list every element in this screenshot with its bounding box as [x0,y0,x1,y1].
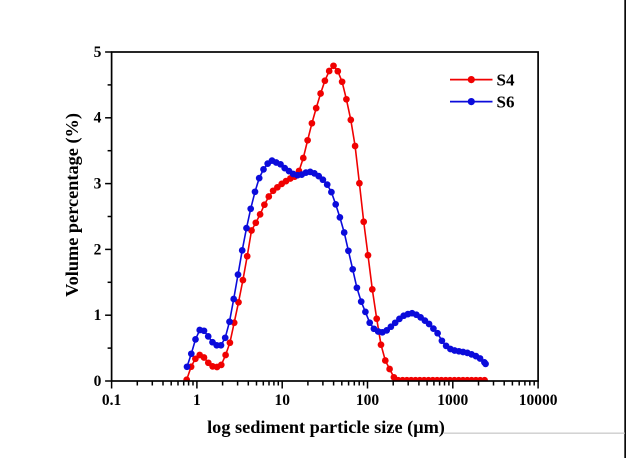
svg-text:2: 2 [94,241,102,258]
svg-text:10000: 10000 [519,392,558,409]
svg-text:1000: 1000 [437,392,468,409]
svg-text:4: 4 [94,110,102,127]
svg-text:S6: S6 [497,92,515,111]
svg-text:Volume percentage (%): Volume percentage (%) [62,113,83,297]
svg-text:3: 3 [94,176,102,193]
svg-text:log sediment particle size (μm: log sediment particle size (μm) [207,417,445,438]
svg-text:10: 10 [274,392,290,409]
svg-text:100: 100 [356,392,380,409]
svg-text:0: 0 [94,373,102,390]
svg-text:0.1: 0.1 [102,392,121,409]
svg-text:S4: S4 [497,70,515,89]
svg-text:1: 1 [193,392,201,409]
svg-text:1: 1 [94,307,102,324]
svg-text:5: 5 [94,44,102,61]
